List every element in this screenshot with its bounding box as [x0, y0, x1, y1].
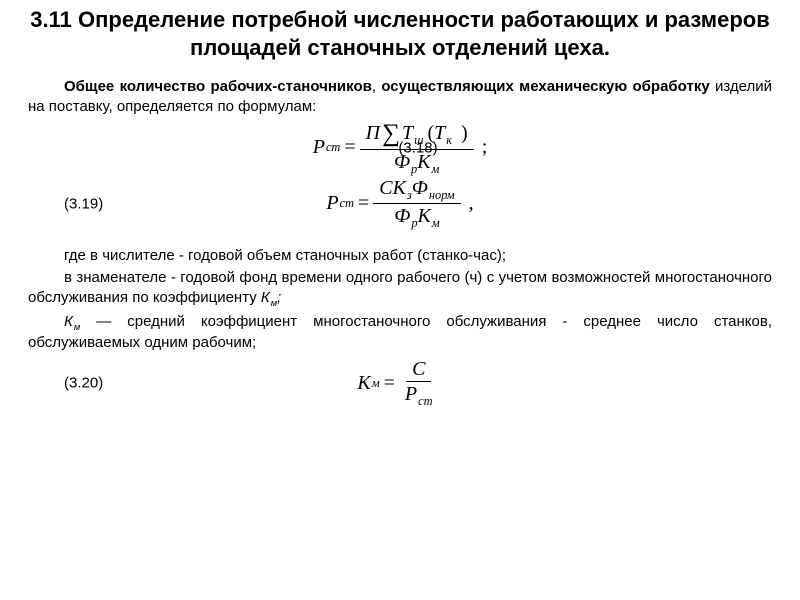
exp2-text: в знаменателе - годовой фонд времени одн… [28, 269, 772, 306]
intro-span-1: Общее количество рабочих-станочников [64, 78, 372, 95]
lhs-P-sub-2: ст [340, 196, 354, 211]
sym-m1: м [432, 162, 440, 176]
exp2-K: К [261, 289, 270, 306]
lhs-K: К [357, 372, 370, 395]
sym-k: к [446, 133, 452, 147]
sym-norm: норм [429, 188, 455, 202]
frac-3-19: СКзФнорм ФрКм [373, 176, 460, 231]
semicolon-1: ; [482, 136, 488, 159]
sym-C2: С [412, 358, 425, 380]
section-title: 3.11 Определение потребной численности р… [28, 6, 772, 61]
comma-1: , [469, 192, 474, 215]
intro-span-2: , [372, 78, 381, 95]
explain-3: Км — средний коэффициент многостаночного… [28, 312, 772, 354]
lhs-P-2: Р [326, 192, 338, 215]
sym-K3: К [418, 205, 431, 227]
explain-1: где в числителе - годовой объем станочны… [28, 246, 772, 266]
lhs-K-sub: м [372, 376, 380, 391]
sym-K2: К [393, 177, 406, 199]
frac-3-20: С Рст [399, 357, 439, 409]
intro-paragraph: Общее количество рабочих-станочников, ос… [28, 77, 772, 118]
exp3-text: — средний коэффициент многостаночного об… [28, 313, 772, 352]
formula-3-20-label: (3.20) [28, 375, 103, 392]
sym-P2: Р [405, 383, 417, 405]
sym-Phi3: Ф [394, 205, 410, 227]
exp2-semi: ; [277, 289, 281, 306]
explain-2: в знаменателе - годовой фонд времени одн… [28, 268, 772, 310]
formula-3-18: (3.18) Рст = П∑Тш(Тк ) ФрКм ; [28, 120, 772, 176]
lhs-P: Р [313, 136, 325, 159]
sym-st2: ст [418, 394, 432, 408]
formula-3-19-label: (3.19) [28, 195, 103, 212]
intro-span-3: осуществляющих механическую обработку [381, 78, 709, 95]
lhs-P-sub: ст [326, 140, 340, 155]
formula-3-20: (3.20) Км = С Рст [28, 355, 772, 411]
exp3-K: К [64, 313, 73, 330]
formula-3-19: (3.19) Рст = СКзФнорм ФрКм , [28, 176, 772, 232]
formula-3-18-label: (3.18) [362, 139, 437, 156]
sym-m2: м [432, 216, 440, 230]
sym-Phi2: Ф [412, 177, 428, 199]
sym-C: С [379, 177, 392, 199]
